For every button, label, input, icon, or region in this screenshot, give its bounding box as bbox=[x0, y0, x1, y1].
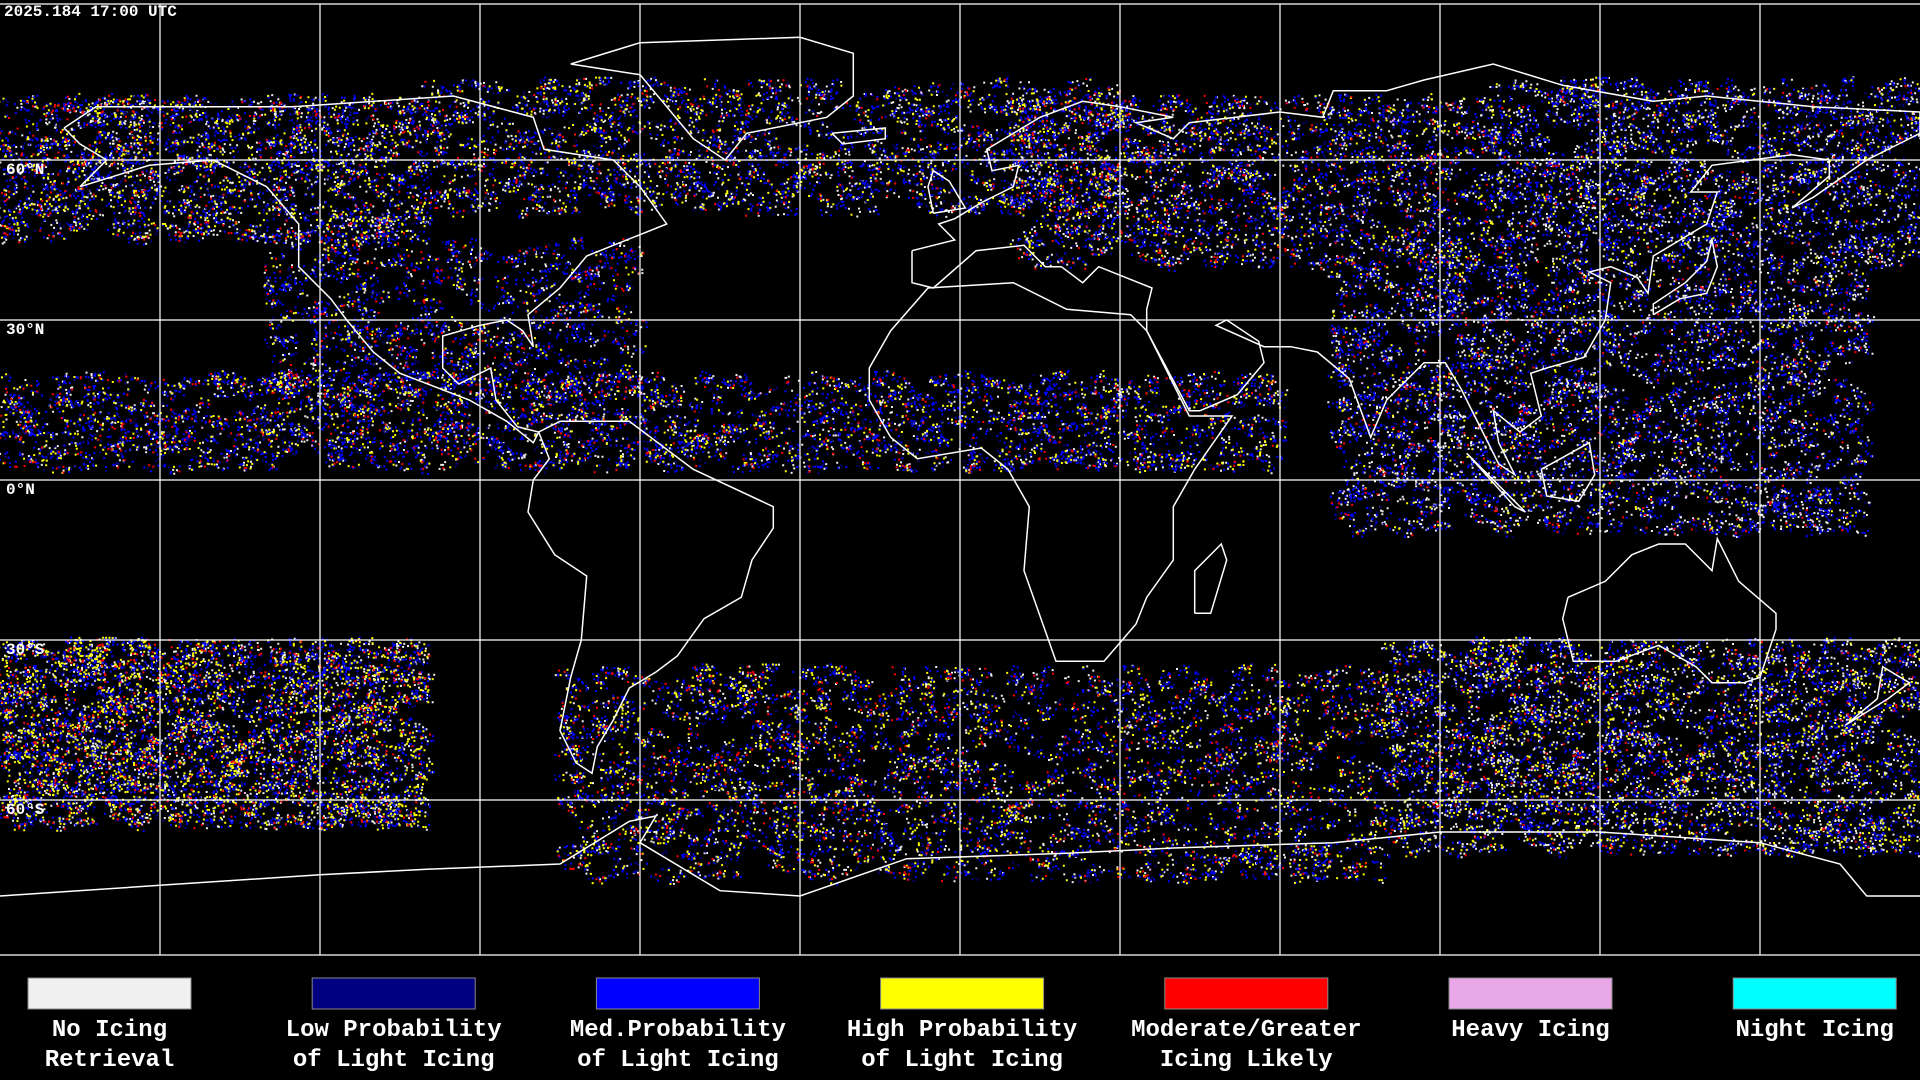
legend-label: of Light Icing bbox=[293, 1047, 495, 1074]
legend-swatch bbox=[1449, 978, 1612, 1009]
latitude-label: 30°N bbox=[6, 321, 44, 339]
legend-label: of Light Icing bbox=[577, 1047, 779, 1074]
legend-swatch bbox=[1733, 978, 1896, 1009]
latitude-label: 60°N bbox=[6, 161, 44, 179]
legend-label: Med.Probability bbox=[570, 1017, 786, 1044]
legend-label: Low Probability bbox=[286, 1017, 502, 1044]
legend-label: Heavy Icing bbox=[1451, 1017, 1609, 1044]
legend-label: Retrieval bbox=[45, 1047, 175, 1074]
timestamp: 2025.184 17:00 UTC bbox=[4, 3, 177, 21]
latitude-label: 0°N bbox=[6, 481, 35, 499]
legend-swatch bbox=[881, 978, 1044, 1009]
latitude-label: 60°S bbox=[6, 801, 45, 819]
legend-label: High Probability bbox=[847, 1017, 1077, 1044]
latitude-label: 30°S bbox=[6, 641, 45, 659]
legend-label: Moderate/Greater bbox=[1131, 1017, 1361, 1044]
legend-swatch bbox=[312, 978, 475, 1009]
legend-swatch bbox=[1165, 978, 1328, 1009]
legend-label: Night Icing bbox=[1735, 1017, 1893, 1044]
legend-label: No Icing bbox=[52, 1017, 167, 1044]
legend-swatch bbox=[596, 978, 759, 1009]
legend-label: Icing Likely bbox=[1160, 1047, 1333, 1074]
legend-label: of Light Icing bbox=[861, 1047, 1063, 1074]
legend-swatch bbox=[28, 978, 191, 1009]
